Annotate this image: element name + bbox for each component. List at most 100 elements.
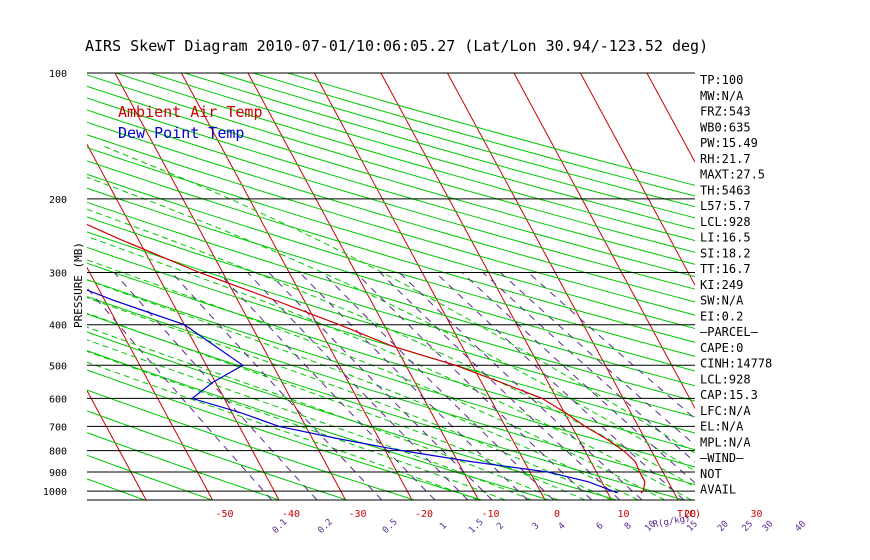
mixing-ratio-tick-label: 3 (531, 521, 542, 532)
isotherm-line (380, 73, 613, 500)
stability-index-label: SW:N/A (700, 294, 744, 308)
dry-adiabat-line (87, 109, 695, 290)
stability-index-label: CAPE:0 (700, 341, 743, 355)
isotherm-line (513, 73, 695, 410)
dry-adiabat-line (87, 74, 695, 253)
stability-index-label: LFC:N/A (700, 404, 751, 418)
dry-adiabat-line (87, 85, 695, 265)
y-axis-label: PRESSURE (MB) (72, 242, 85, 328)
mixing-ratio-line (247, 272, 469, 500)
isotherm-line (0, 54, 18, 509)
isotherm-line (87, 389, 147, 500)
stability-index-label: PW:15.49 (700, 136, 758, 150)
stability-index-label: MPL:N/A (700, 435, 751, 449)
dew-point-profile (87, 289, 618, 494)
dry-adiabat-line (87, 121, 695, 303)
dry-adiabat-line (87, 134, 695, 316)
dry-adiabat-line (87, 432, 282, 500)
dry-adiabat-line (87, 187, 695, 372)
pressure-tick-label: 700 (49, 422, 67, 433)
dry-adiabat-line (87, 350, 552, 500)
dry-adiabat-line (87, 160, 695, 343)
isotherm-line (446, 73, 679, 500)
dry-adiabat-line (87, 147, 695, 330)
pressure-tick-label: 100 (49, 69, 67, 80)
stability-index-label: L57:5.7 (700, 199, 751, 213)
pressure-tick-label: 400 (49, 321, 67, 332)
stability-index-label: —PARCEL— (700, 325, 759, 339)
bottom-temp-tick-label: -50 (215, 509, 233, 520)
stability-index-label: MW:N/A (700, 89, 744, 103)
stability-index-label: LCL:928 (700, 215, 751, 229)
mixing-ratio-line (500, 272, 695, 446)
pressure-tick-label: 300 (49, 269, 67, 280)
bottom-temp-tick-label: -40 (282, 509, 300, 520)
stability-index-label: TT:16.7 (700, 262, 751, 276)
isotherm-line (114, 73, 347, 500)
stability-index-label: EL:N/A (700, 420, 744, 434)
mixing-ratio-tick-label: 8 (623, 521, 634, 532)
mixing-ratio-line (322, 272, 554, 500)
stability-index-label: LCL:928 (700, 372, 751, 386)
mixing-ratio-line (268, 272, 493, 500)
moist-adiabat-line (87, 297, 612, 500)
dry-adiabat-line (87, 246, 695, 434)
dry-adiabat-line (87, 201, 695, 387)
mixing-ratio-line (527, 272, 695, 420)
isotherm-line (646, 73, 695, 164)
chart-title: AIRS SkewT Diagram 2010-07-01/10:06:05.2… (85, 37, 708, 55)
isobar-lines (87, 72, 695, 501)
dry-adiabat-line (87, 389, 417, 500)
moist-adiabat-line (87, 312, 586, 500)
isotherm-line (180, 73, 413, 500)
stability-index-label: FRZ:543 (700, 105, 751, 119)
bottom-temp-tick-label: -20 (415, 509, 433, 520)
stability-index-label: RH:21.7 (700, 152, 751, 166)
mixing-ratio-tick-label: 1.5 (467, 517, 486, 536)
mixing-ratio-tick-label: 30 (761, 519, 776, 534)
mixing-ratio-line (435, 272, 685, 500)
dry-adiabat-line (286, 73, 695, 186)
mixing-ratio-tick-label: 20 (716, 519, 731, 534)
mixing-ratio-tick-label: 0.2 (316, 517, 335, 536)
mixing-ratio-line (355, 272, 593, 500)
pressure-tick-label: 900 (49, 468, 67, 479)
pressure-tick-label: 600 (49, 394, 67, 405)
mixing-ratio-line (171, 272, 383, 500)
bottom-temp-tick-label: 30 (750, 509, 762, 520)
mixing-ratio-tick-label: 0.5 (381, 517, 400, 536)
mixing-ratio-tick-label: 40 (793, 519, 808, 534)
dry-adiabat-line (87, 262, 695, 451)
mixing-ratio-line (482, 272, 695, 463)
mixing-ratio-tick-label: 1 (438, 521, 449, 532)
dry-adiabat-line (87, 331, 619, 500)
dry-adiabat-line (87, 454, 214, 500)
stability-index-label: SI:18.2 (700, 246, 751, 260)
bottom-temp-unit: T(C) (677, 509, 701, 520)
dry-adiabat-line (87, 410, 349, 500)
stability-index-label: KI:249 (700, 278, 743, 292)
dry-adiabat-line (87, 97, 695, 278)
bottom-temp-tick-label: 0 (554, 509, 560, 520)
stability-index-label: NOT (700, 467, 722, 481)
pressure-tick-label: 500 (49, 361, 67, 372)
stability-index-label: EI:0.2 (700, 309, 743, 323)
dry-adiabat-line (87, 369, 484, 500)
profile-lines (87, 223, 646, 494)
stability-index-label: MAXT:27.5 (700, 168, 765, 182)
dry-adiabat-line (87, 173, 695, 357)
ambient-air-temp-profile (87, 223, 646, 494)
mixing-ratio-line (113, 272, 318, 500)
mixing-ratio-tick-label: 0.1 (271, 517, 290, 536)
dry-adiabat-line (87, 295, 695, 486)
mixing-ratio-line (218, 272, 436, 500)
isotherm-line (87, 143, 280, 500)
stability-index-label: CINH:14778 (700, 357, 772, 371)
mixing-ratio-tick-label: 6 (595, 521, 606, 532)
dry-adiabat-line (87, 231, 695, 418)
bottom-temp-tick-label: -10 (481, 509, 499, 520)
pressure-tick-label: 200 (49, 195, 67, 206)
bottom-temp-tick-label: 20 (684, 509, 696, 520)
